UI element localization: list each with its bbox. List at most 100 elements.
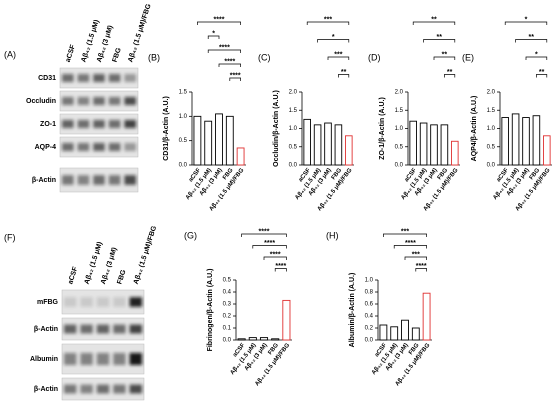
significance-label: ***	[401, 228, 409, 235]
panel-label: (E)	[462, 52, 474, 62]
bar	[334, 124, 343, 166]
blot-band	[113, 353, 126, 365]
lane-label: aCSF	[65, 43, 77, 63]
y-tick-label: 0.0	[289, 163, 298, 169]
significance-bracket	[404, 256, 427, 260]
significance-bracket	[338, 74, 350, 78]
significance-label: ****	[214, 16, 225, 23]
blot-band	[96, 324, 110, 334]
significance-bracket	[433, 56, 456, 60]
blot-band	[93, 143, 105, 151]
lane-label: Aβ₄₂ (3 μM)	[100, 247, 119, 286]
bar	[345, 135, 353, 166]
significance-bracket	[504, 21, 548, 25]
blot-band	[124, 74, 136, 82]
y-axis-label: AQP4/β-Actin (A.U.)	[471, 96, 478, 162]
significance-label: ****	[275, 263, 286, 270]
y-tick-label: 2.0	[487, 90, 496, 96]
y-tick-label: 0.4	[223, 290, 232, 296]
blot-band	[124, 97, 136, 105]
bar	[411, 327, 420, 341]
blot-band	[124, 175, 136, 185]
significance-label: ****	[230, 72, 241, 79]
significance-label: *	[212, 30, 215, 37]
blot-band	[93, 120, 105, 128]
y-axis-label: Albumin/β-Actin (A.U.)	[349, 273, 356, 348]
bar	[522, 117, 530, 166]
significance-label: *	[535, 51, 538, 58]
blot-band	[124, 143, 136, 151]
significance-label: *	[332, 34, 335, 41]
significance-bracket	[207, 35, 220, 39]
significance-label: ***	[334, 51, 342, 58]
y-tick-label: 1.0	[487, 126, 496, 132]
significance-label: ****	[224, 58, 235, 65]
bar	[409, 120, 417, 166]
y-tick-label: 0.0	[223, 338, 232, 344]
blot-band	[64, 297, 77, 307]
significance-label: ***	[412, 251, 420, 258]
y-tick-label: 1.5	[179, 90, 188, 96]
bar	[259, 337, 269, 341]
blot-band	[113, 324, 126, 334]
y-tick-label: 0.5	[223, 278, 232, 284]
row-label: mFBG	[37, 299, 59, 306]
y-tick-label: 0.0	[487, 163, 496, 169]
y-tick-label: 0.4	[365, 314, 374, 320]
significance-bracket	[263, 256, 287, 260]
significance-bracket	[415, 268, 427, 272]
y-tick-label: 2.0	[395, 90, 404, 96]
blot-band	[93, 175, 105, 185]
y-axis-label: Fibrinogen/β-Actin (A.U.)	[207, 269, 214, 352]
y-axis-label: CD31/β-Actin (A.U.)	[163, 96, 170, 161]
blot-band	[93, 97, 105, 105]
significance-bracket	[218, 63, 241, 67]
significance-label: ****	[264, 240, 275, 247]
bar	[236, 147, 245, 166]
blot-band	[64, 324, 77, 334]
blot-band	[129, 353, 142, 365]
panel-label: (B)	[148, 52, 160, 62]
panel-label: (C)	[258, 52, 271, 62]
row-label: β-Actin	[34, 386, 58, 393]
significance-bracket	[515, 39, 548, 43]
significance-bracket	[525, 56, 548, 60]
y-tick-label: 1.0	[289, 126, 298, 132]
significance-label: ****	[259, 228, 270, 235]
y-axis-label: ZO-1/β-Actin (A.U.)	[379, 97, 386, 160]
row-label: CD31	[38, 75, 56, 82]
bar	[401, 319, 409, 341]
blot-band	[129, 384, 142, 394]
row-label: β-Actin	[34, 326, 58, 333]
blot-band	[108, 143, 121, 151]
y-tick-label: 0.5	[395, 144, 404, 150]
significance-bracket	[229, 77, 241, 81]
blot-band	[64, 353, 77, 365]
y-tick-label: 1.0	[179, 114, 188, 120]
significance-bracket	[423, 39, 456, 43]
blot-band	[62, 120, 74, 128]
significance-label: **	[436, 34, 442, 41]
blot-band	[129, 297, 142, 307]
y-tick-label: 1.0	[365, 278, 374, 284]
y-tick-label: 2.0	[289, 90, 298, 96]
row-label: Occludin	[26, 98, 56, 105]
significance-label: **	[539, 69, 545, 76]
significance-bracket	[412, 21, 456, 25]
blot-band	[108, 120, 121, 128]
bar	[225, 115, 234, 166]
y-tick-label: 0.0	[179, 163, 188, 169]
blot-band	[62, 175, 74, 185]
significance-label: **	[447, 69, 453, 76]
significance-bracket	[383, 233, 427, 237]
blot-band	[62, 74, 74, 82]
significance-bracket	[241, 233, 287, 237]
lane-label: Aβ₄₂ (3 μM)	[96, 25, 115, 64]
bar	[430, 124, 438, 166]
bar	[419, 122, 428, 166]
blot-band	[77, 175, 90, 185]
blot-band	[80, 384, 93, 394]
row-label: AQP-4	[35, 144, 57, 151]
blot-band	[108, 74, 121, 82]
y-tick-label: 0.0	[395, 163, 404, 169]
